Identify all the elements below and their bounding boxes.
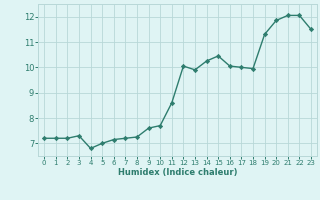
X-axis label: Humidex (Indice chaleur): Humidex (Indice chaleur) — [118, 168, 237, 177]
